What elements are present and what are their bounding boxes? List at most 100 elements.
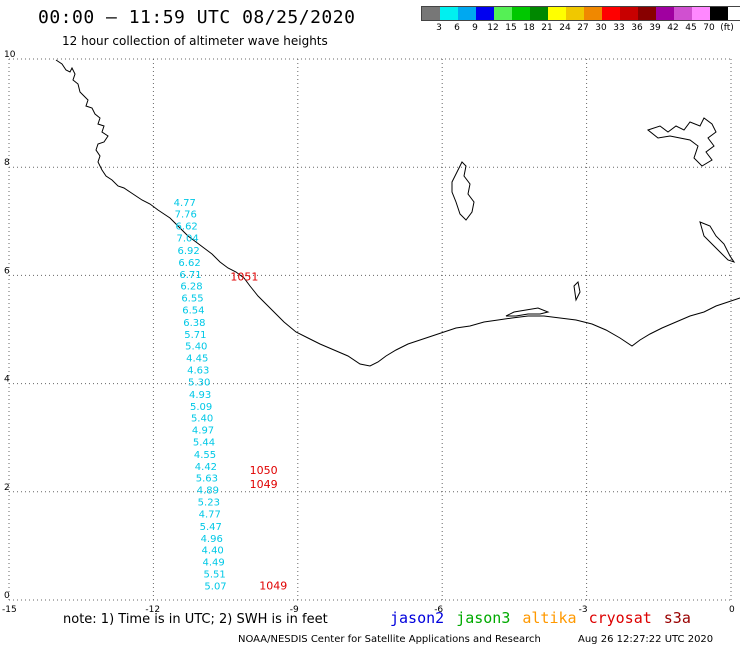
jason3-swh-label: 5.40 [191,414,213,425]
legend-swatch [692,7,710,20]
legend-swatch [476,7,494,20]
jason3-swh-label: 5.63 [196,474,218,485]
satellite-s3a: s3a [663,609,691,627]
jason3-swh-label: 4.93 [189,390,211,401]
satellite-legend: jason2 jason3 altika cryosat s3a [390,609,703,627]
legend-label: 15 [505,23,517,33]
x-tick-label: -6 [434,605,443,615]
coastline-point-south [573,280,581,302]
jason3-swh-label: 4.63 [187,366,209,377]
legend-label: 12 [487,23,499,33]
jason3-swh-label: 5.30 [188,377,210,388]
footnote: note: 1) Time is in UTC; 2) SWH is in fe… [63,612,328,627]
jason3-swh-label: 4.96 [201,534,223,545]
legend-label: 45 [685,23,697,33]
satellite-jason2: jason2 [390,609,445,627]
legend-swatch [566,7,584,20]
jason3-swh-label: 7.04 [177,234,199,245]
coastline-bay-east [646,117,717,167]
jason3-swh-label: 5.51 [203,569,225,580]
grid-lines [8,58,732,601]
cryosat-swh-label: 1051 [230,270,258,283]
jason3-swh-label: 4.97 [192,426,214,437]
jason3-swh-label: 4.89 [197,486,219,497]
cryosat-swh-label: 1049 [250,478,278,491]
jason3-swh-label: 6.38 [183,318,205,329]
legend-swatch [422,7,440,20]
jason3-swh-label: 4.77 [199,509,221,520]
jason3-swh-label: 5.44 [193,437,215,448]
coastline-island-east [699,221,736,263]
legend-label: (ft) [720,23,734,33]
legend-swatch [620,7,638,20]
jason3-swh-label: 5.47 [200,522,222,533]
cryosat-swh-label: 1049 [259,579,287,592]
x-tick-label: 0 [729,605,735,615]
legend-swatch [656,7,674,20]
wave-height-points: 4.777.766.627.046.926.626.716.286.556.54… [174,198,288,593]
satellite-jason3: jason3 [456,609,511,627]
x-tick-label: -15 [2,605,17,615]
legend-label: 42 [667,23,679,33]
legend-label: 27 [577,23,589,33]
legend-label: 70 [703,23,715,33]
axis-tick-labels: -15 -12 -9 -6 -3 0 0 2 4 6 8 10 [2,50,735,615]
legend-label: 30 [595,23,607,33]
legend-label: 33 [613,23,625,33]
color-scale-swatches [421,6,740,21]
legend-swatch [548,7,566,20]
coastline-spit [505,307,550,317]
jason3-swh-label: 4.77 [174,198,196,209]
satellite-altika: altika [522,609,577,627]
jason3-swh-label: 4.40 [202,546,224,557]
legend-swatch [584,7,602,20]
y-tick-label: 4 [4,375,10,385]
x-tick-label: -9 [290,605,299,615]
jason3-swh-label: 4.45 [186,354,208,365]
jason3-swh-label: 4.55 [194,450,216,461]
jason3-swh-label: 6.62 [178,258,200,269]
color-scale-legend: 3 6 9 12 15 18 21 24 27 30 33 36 39 42 45 70 (ft) [421,6,740,33]
chart-title: 00:00 — 11:59 UTC 08/25/2020 [38,7,356,28]
legend-swatch [710,7,728,20]
jason3-swh-label: 4.42 [195,462,217,473]
legend-label: 36 [631,23,643,33]
legend-label: 6 [454,23,460,33]
jason3-swh-label: 6.62 [176,222,198,233]
legend-swatch [512,7,530,20]
jason3-swh-label: 5.07 [204,581,226,592]
legend-swatch [674,7,692,20]
legend-swatch [458,7,476,20]
legend-label: 24 [559,23,571,33]
coastline [55,59,740,367]
jason3-swh-label: 5.09 [190,402,212,413]
satellite-cryosat: cryosat [588,609,652,627]
legend-label: 3 [436,23,442,33]
y-tick-label: 6 [4,266,10,276]
y-tick-label: 8 [4,158,10,168]
jason3-swh-label: 5.23 [198,498,220,509]
y-tick-label: 10 [4,50,16,60]
jason3-swh-label: 6.28 [180,282,202,293]
x-tick-label: -12 [145,605,160,615]
jason3-swh-label: 7.76 [175,210,197,221]
legend-label: 39 [649,23,661,33]
coastline-main [55,59,740,367]
y-tick-label: 0 [4,591,10,601]
jason3-swh-label: 6.54 [182,305,204,316]
legend-swatch [638,7,656,20]
jason3-swh-label: 5.40 [185,342,207,353]
color-scale-labels: 3 6 9 12 15 18 21 24 27 30 33 36 39 42 45 70 (ft) [421,21,740,33]
jason3-swh-label: 6.55 [181,294,203,305]
cryosat-swh-label: 1050 [250,464,278,477]
legend-swatch [602,7,620,20]
generated-timestamp: Aug 26 12:27:22 UTC 2020 [578,634,714,645]
legend-swatch [494,7,512,20]
jason3-swh-label: 6.92 [177,246,199,257]
y-tick-label: 2 [4,483,10,493]
jason3-swh-label: 6.71 [179,270,201,281]
x-tick-label: -3 [579,605,588,615]
coastline-bay-lake-west [451,161,475,221]
jason3-swh-label: 5.71 [184,330,206,341]
